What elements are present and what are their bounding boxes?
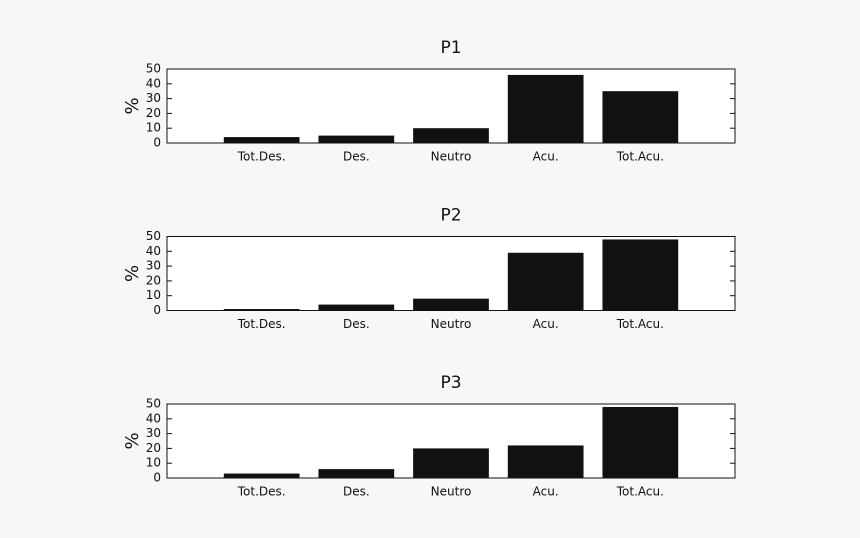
x-tick-label: Tot.Des. xyxy=(237,317,286,331)
bar xyxy=(413,298,489,311)
x-tick-label: Des. xyxy=(343,317,370,331)
y-tick-label: 0 xyxy=(153,136,161,150)
bar xyxy=(602,239,679,311)
y-tick-label: 50 xyxy=(146,62,161,76)
x-tick-label: Neutro xyxy=(431,150,472,164)
bar xyxy=(413,448,489,478)
y-tick-label: 0 xyxy=(153,303,161,317)
x-tick-label: Tot.Des. xyxy=(237,485,286,499)
y-tick-label: 30 xyxy=(146,91,161,105)
x-tick-label: Neutro xyxy=(431,485,472,499)
bar xyxy=(318,135,395,143)
y-tick-label: 30 xyxy=(146,259,161,273)
bar xyxy=(318,469,395,478)
y-tick-label: 10 xyxy=(146,121,161,135)
plot-frame xyxy=(166,403,736,479)
y-axis-label: % xyxy=(122,265,143,282)
y-tick-label: 40 xyxy=(146,411,161,425)
x-tick-label: Des. xyxy=(343,485,370,499)
y-tick-label: 0 xyxy=(153,471,161,485)
y-tick-label: 40 xyxy=(146,244,161,258)
plot-frame xyxy=(166,68,736,144)
y-axis-label: % xyxy=(122,432,143,449)
x-tick-label: Tot.Des. xyxy=(237,150,286,164)
x-tick-label: Des. xyxy=(343,150,370,164)
chart-title: P2 xyxy=(440,206,461,226)
x-tick-label: Acu. xyxy=(533,150,559,164)
y-tick-label: 40 xyxy=(146,76,161,90)
y-tick-label: 50 xyxy=(146,229,161,243)
x-tick-label: Tot.Acu. xyxy=(616,317,664,331)
bar xyxy=(223,309,300,311)
x-tick-label: Acu. xyxy=(533,317,559,331)
y-tick-label: 30 xyxy=(146,426,161,440)
x-tick-label: Tot.Acu. xyxy=(616,150,664,164)
y-tick-label: 20 xyxy=(146,106,161,120)
x-tick-label: Acu. xyxy=(533,485,559,499)
y-tick-label: 10 xyxy=(146,288,161,302)
x-tick-label: Neutro xyxy=(431,317,472,331)
y-tick-label: 10 xyxy=(146,456,161,470)
chart-title: P1 xyxy=(440,38,461,58)
bar xyxy=(318,304,395,311)
bar xyxy=(507,74,584,143)
y-tick-label: 20 xyxy=(146,273,161,287)
x-tick-label: Tot.Acu. xyxy=(616,485,664,499)
y-tick-label: 20 xyxy=(146,441,161,455)
bar xyxy=(507,252,584,311)
bar xyxy=(602,406,679,478)
bar xyxy=(413,128,489,143)
bar xyxy=(507,445,584,478)
bar xyxy=(223,137,300,143)
plot-frame xyxy=(166,236,736,311)
y-axis-label: % xyxy=(122,97,143,114)
bar xyxy=(223,473,300,478)
y-tick-label: 50 xyxy=(146,397,161,411)
bar xyxy=(602,91,679,143)
chart-title: P3 xyxy=(440,373,461,393)
